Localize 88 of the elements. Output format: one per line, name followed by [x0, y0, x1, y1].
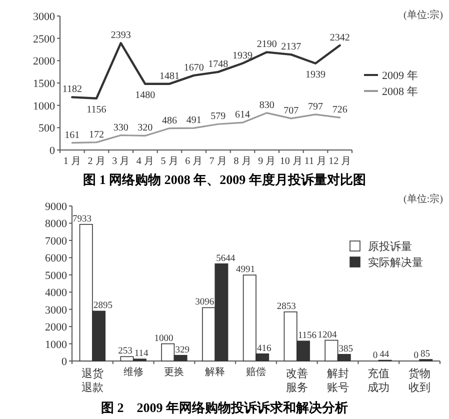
data-label: 1939 [306, 69, 326, 80]
y-tick-label: 0 [62, 356, 68, 368]
x-tick-label: 6 月 [185, 156, 203, 167]
y-tick-label: 3000 [45, 304, 68, 316]
legend-label: 原投诉量 [368, 240, 412, 253]
x-tick-label: 改善服务 [286, 367, 308, 394]
data-label: 330 [113, 122, 128, 134]
data-label: 161 [64, 130, 80, 141]
data-label: 2895 [93, 301, 113, 312]
y-tick-label: 500 [38, 122, 56, 135]
y-tick-label: 0 [50, 145, 56, 157]
x-tick-label: 7 月 [209, 156, 227, 167]
data-label: 44 [380, 350, 390, 360]
x-tick-label: 12 月 [328, 156, 352, 167]
x-tick-label: 2 月 [88, 156, 106, 167]
data-label: 830 [259, 100, 274, 111]
data-label: 329 [175, 345, 190, 356]
x-tick-label: 5 月 [160, 156, 178, 167]
x-tick-label: 货物收到 [408, 368, 431, 394]
x-tick-label: 4 月 [136, 156, 154, 167]
data-label: 1156 [86, 104, 106, 116]
x-tick-label: 1 月 [63, 156, 81, 167]
text: 图 2 2009 年网络购物投诉诉求和解决分析 [101, 400, 348, 415]
data-label: 85 [420, 350, 430, 360]
x-tick-label: 10 月 [280, 156, 302, 167]
data-label: 1480 [135, 90, 156, 101]
x-tick-label: 11 月 [304, 156, 327, 167]
y-tick-label: 8000 [45, 218, 68, 230]
data-label: 2393 [110, 30, 131, 42]
data-label: 385 [338, 344, 354, 354]
y-tick-label: 1000 [45, 338, 68, 351]
y-tick-label: 2000 [33, 56, 56, 68]
x-tick-label: 充值成功 [368, 367, 390, 394]
data-label: 2853 [276, 302, 296, 312]
data-label: 172 [89, 129, 104, 140]
x-tick-label: 维修 [123, 366, 144, 378]
y-tick-label: 7000 [45, 235, 68, 248]
data-label: 2342 [330, 32, 350, 44]
data-label: 614 [235, 110, 250, 121]
legend-label: 2009 年 [382, 70, 418, 82]
data-label: 3096 [195, 298, 214, 308]
data-label: 1156 [298, 331, 317, 342]
legend-label: 2008 年 [382, 86, 418, 98]
data-label: 1182 [62, 84, 82, 96]
x-tick-label: 更换 [164, 366, 184, 378]
data-label: 0 [414, 351, 419, 361]
data-label: 2137 [281, 42, 302, 53]
data-label: 579 [210, 111, 226, 122]
text: (单位:宗) [404, 9, 443, 21]
data-label: 4991 [236, 265, 256, 276]
x-tick-label: 解释 [205, 366, 226, 378]
y-tick-label: 1000 [33, 100, 56, 112]
y-tick-label: 4000 [45, 287, 68, 300]
legend-label: 实际解决量 [368, 256, 423, 269]
data-label: 0 [372, 351, 378, 361]
data-label: 797 [308, 101, 323, 112]
data-label: 491 [186, 115, 202, 126]
data-label: 5644 [216, 254, 236, 264]
data-label: 253 [118, 346, 133, 357]
y-tick-label: 3000 [33, 11, 56, 23]
y-tick-label: 5000 [45, 270, 68, 282]
data-label: 486 [162, 115, 177, 126]
x-tick-label: 3 月 [112, 156, 130, 167]
data-label: 726 [332, 104, 348, 116]
data-label: 1670 [184, 62, 204, 74]
y-tick-label: 6000 [45, 252, 68, 265]
data-label: 1204 [318, 330, 338, 340]
x-tick-label: 解封账号 [326, 367, 349, 394]
data-label: 1748 [208, 58, 228, 70]
y-tick-label: 2000 [45, 322, 68, 334]
data-label: 320 [138, 122, 153, 134]
data-label: 114 [134, 349, 148, 360]
data-label: 2190 [256, 39, 277, 50]
x-tick-label: 赔偿 [246, 366, 266, 378]
data-label: 416 [257, 344, 272, 354]
data-label: 1481 [160, 70, 180, 82]
data-label: 707 [284, 105, 299, 116]
y-tick-label: 1500 [33, 78, 56, 90]
x-tick-label: 8 月 [234, 156, 252, 167]
data-label: 1000 [154, 334, 174, 344]
x-tick-label: 退货退款 [81, 367, 104, 394]
text: (单位:宗) [404, 193, 443, 205]
data-label: 1939 [232, 50, 252, 62]
y-tick-label: 9000 [45, 201, 68, 213]
y-tick-label: 2500 [33, 33, 56, 46]
x-tick-label: 9 月 [258, 156, 276, 167]
text: 图 1 网络购物 2008 年、2009 年度月投诉量对比图 [83, 172, 366, 187]
data-label: 7933 [72, 214, 92, 224]
